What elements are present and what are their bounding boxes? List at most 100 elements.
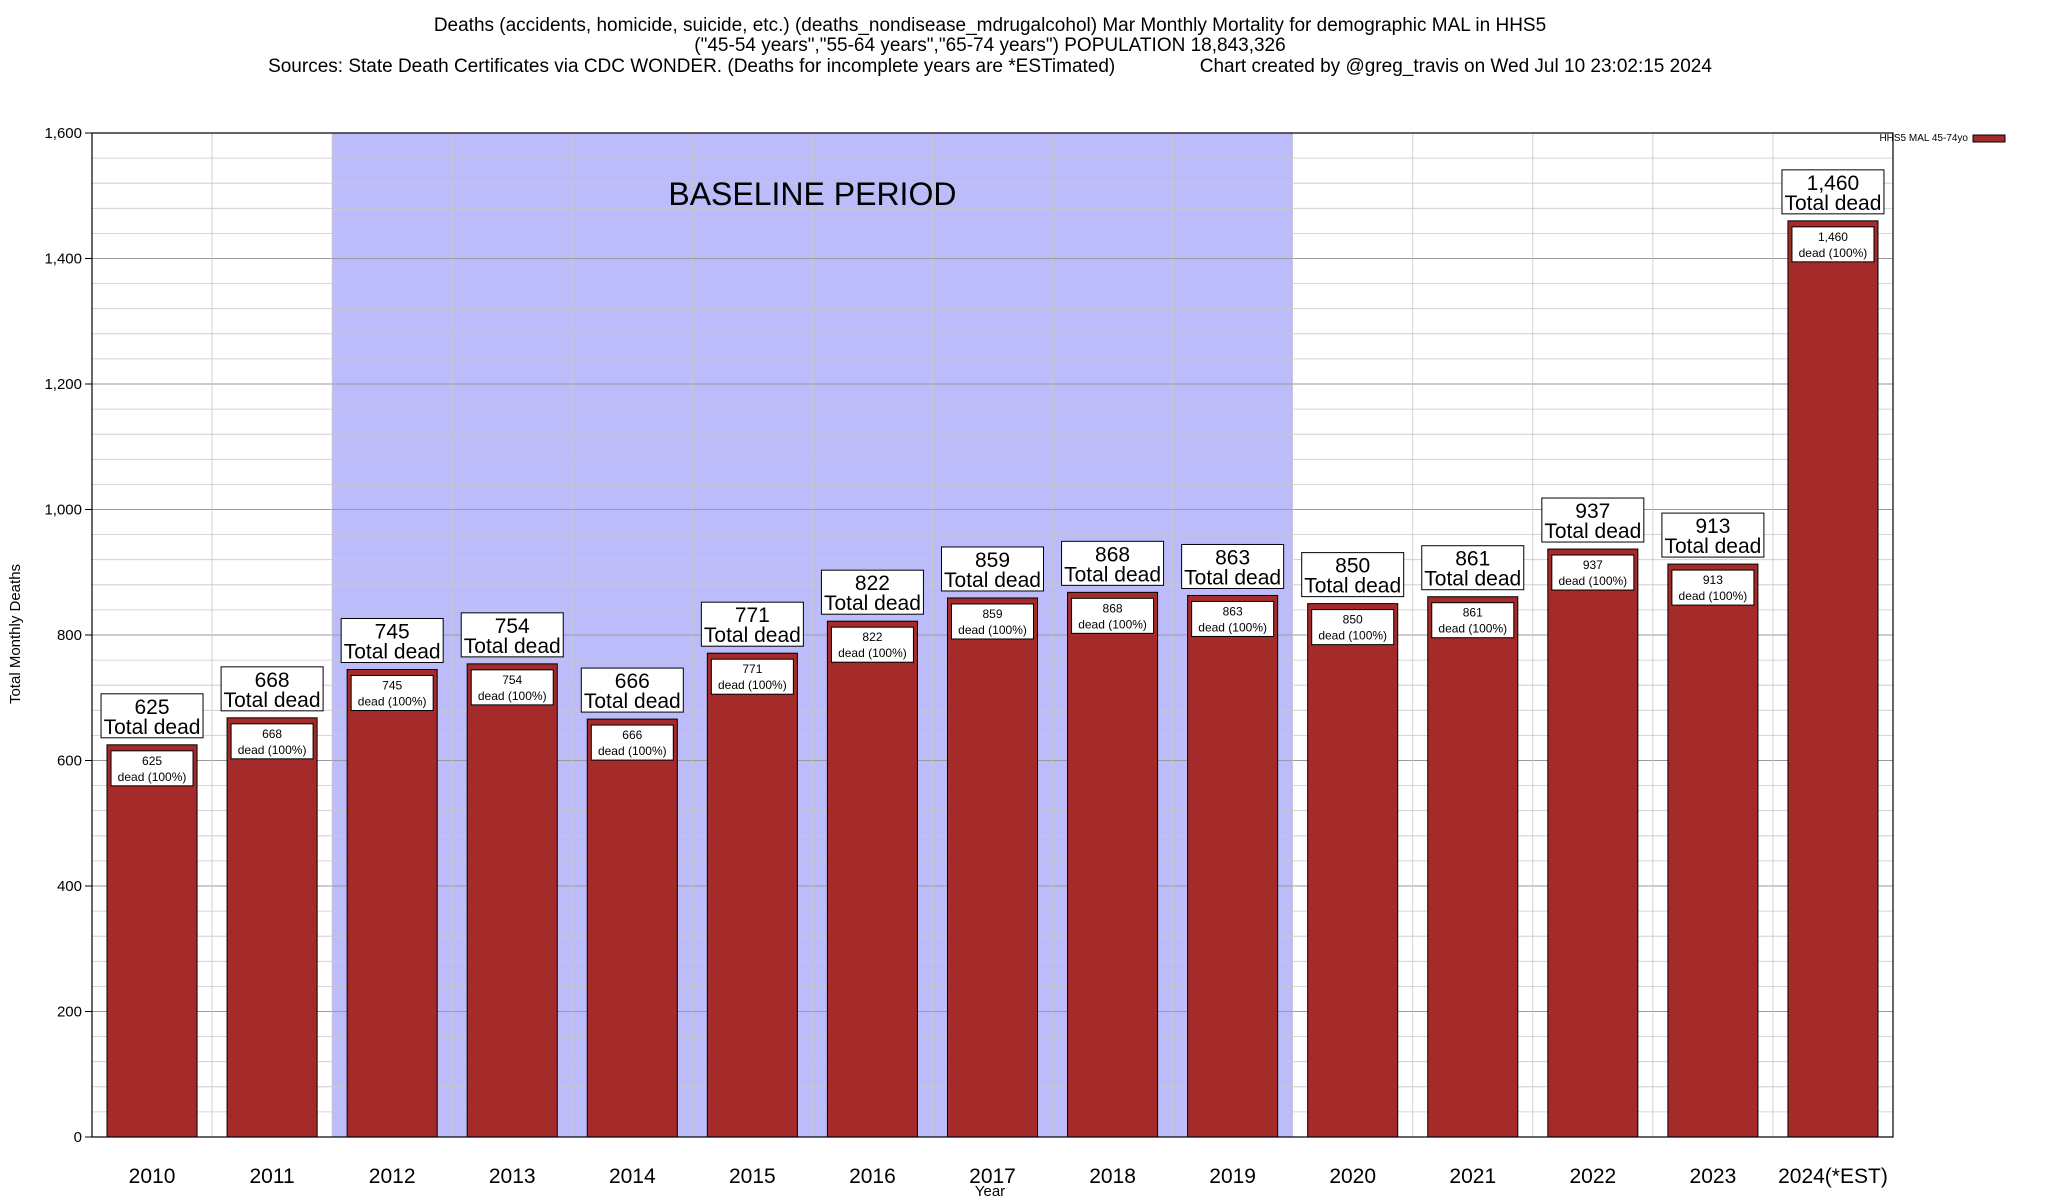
bar <box>1667 563 1759 1138</box>
inner-share-label: dead (100%) <box>598 744 667 758</box>
inner-value-label: 771 <box>742 662 762 676</box>
inner-value-label: 868 <box>1103 601 1123 615</box>
total-label-box <box>1301 552 1405 598</box>
inner-label-box <box>1671 569 1755 606</box>
total-dead-label: Total dead <box>224 689 321 712</box>
total-label-box <box>220 666 324 712</box>
bar <box>1787 220 1879 1138</box>
y-tick-label: 600 <box>57 753 82 770</box>
bar <box>1547 548 1639 1138</box>
x-tick-label: 2019 <box>1209 1165 1256 1188</box>
inner-value-label: 668 <box>262 727 282 741</box>
inner-share-label: dead (100%) <box>1558 574 1627 588</box>
inner-value-label: 625 <box>142 754 162 768</box>
y-tick-label: 1,200 <box>44 376 82 393</box>
total-dead-label: Total dead <box>1064 563 1161 586</box>
x-tick-label: 2024(*EST) <box>1778 1165 1888 1188</box>
inner-label-box <box>350 675 434 712</box>
total-dead-label: Total dead <box>1664 535 1761 558</box>
total-value-label: 666 <box>615 670 650 693</box>
total-label-box <box>460 612 564 658</box>
inner-share-label: dead (100%) <box>1078 617 1147 631</box>
title-line-3: Sources: State Death Certificates via CD… <box>268 56 1712 77</box>
inner-label-box <box>710 658 794 695</box>
legend: HHS5 MAL 45-74yo <box>1879 133 2006 144</box>
x-axis-label: Year <box>975 1183 1005 1200</box>
bar <box>1307 603 1399 1138</box>
total-dead-label: Total dead <box>944 569 1041 592</box>
inner-value-label: 754 <box>502 673 522 687</box>
inner-value-label: 666 <box>622 728 642 742</box>
inner-value-label: 937 <box>1583 558 1603 572</box>
total-label-box <box>1421 545 1525 591</box>
total-dead-label: Total dead <box>704 624 801 647</box>
inner-label-box <box>951 603 1034 640</box>
y-tick-label: 1,400 <box>44 251 82 268</box>
total-label-box <box>1061 540 1165 586</box>
x-tick-label: 2018 <box>1089 1165 1136 1188</box>
inner-value-label: 863 <box>1223 604 1243 618</box>
inner-share-label: dead (100%) <box>118 770 187 784</box>
total-dead-label: Total dead <box>344 641 441 664</box>
y-tick-label: 400 <box>57 878 82 895</box>
total-value-label: 859 <box>975 549 1010 572</box>
inner-label-box <box>1071 597 1155 634</box>
legend-swatch <box>1972 134 2006 143</box>
total-value-label: 868 <box>1095 543 1130 566</box>
inner-label-box <box>1551 554 1635 591</box>
x-tick-label: 2013 <box>489 1165 536 1188</box>
x-tick-label: 2016 <box>849 1165 896 1188</box>
inner-value-label: 861 <box>1463 606 1483 620</box>
inner-value-label: 1,460 <box>1818 230 1848 244</box>
total-value-label: 913 <box>1695 515 1730 538</box>
x-tick-label: 2010 <box>129 1165 176 1188</box>
value-labels: 625 dead (100%) 625 Total dead 668 dead (100%… <box>100 169 1885 787</box>
inner-share-label: dead (100%) <box>718 678 787 692</box>
total-value-label: 861 <box>1455 548 1490 571</box>
inner-share-label: dead (100%) <box>1438 622 1507 636</box>
total-dead-label: Total dead <box>464 635 561 658</box>
inner-share-label: dead (100%) <box>1679 589 1748 603</box>
inner-label-box <box>230 723 314 760</box>
inner-label-box <box>1791 226 1875 263</box>
bar <box>106 744 198 1138</box>
bar <box>826 620 918 1138</box>
inner-value-label: 850 <box>1343 613 1363 627</box>
total-value-label: 1,460 <box>1807 172 1860 195</box>
total-label-box <box>1661 512 1765 558</box>
total-dead-label: Total dead <box>1184 566 1281 589</box>
bar <box>1187 594 1279 1138</box>
inner-share-label: dead (100%) <box>358 695 427 709</box>
x-tick-label: 2022 <box>1569 1165 1616 1188</box>
total-label-box <box>100 693 204 739</box>
total-label-box <box>820 569 924 615</box>
bar <box>586 718 678 1138</box>
inner-share-label: dead (100%) <box>958 623 1027 637</box>
inner-share-label: dead (100%) <box>238 743 307 757</box>
total-label-box <box>1541 497 1645 543</box>
inner-value-label: 822 <box>862 630 882 644</box>
total-value-label: 625 <box>135 696 170 719</box>
inner-label-box <box>830 626 914 663</box>
total-dead-label: Total dead <box>584 690 681 713</box>
y-tick-label: 0 <box>74 1129 82 1146</box>
bar <box>1427 596 1519 1138</box>
y-tick-label: 1,600 <box>44 125 82 142</box>
total-dead-label: Total dead <box>1785 192 1882 215</box>
bar <box>226 717 318 1138</box>
bar <box>946 597 1039 1138</box>
inner-label-box <box>470 669 554 706</box>
x-tick-label: 2020 <box>1329 1165 1376 1188</box>
y-tick-label: 1,000 <box>44 502 82 519</box>
title-line-2: ("45-54 years","55-64 years","65-74 year… <box>694 35 1285 56</box>
total-value-label: 937 <box>1575 500 1610 523</box>
total-dead-label: Total dead <box>1544 520 1641 543</box>
x-tick-label: 2012 <box>369 1165 416 1188</box>
x-axis-ticks: 2010 2011 2012 2013 2014 2015 2016 2017 2018 2019… <box>129 1165 1888 1188</box>
total-label-box <box>1181 543 1285 589</box>
legend-label: HHS5 MAL 45-74yo <box>1879 133 1968 144</box>
total-value-label: 745 <box>375 621 410 644</box>
total-label-box <box>1781 169 1885 215</box>
inner-share-label: dead (100%) <box>1198 620 1267 634</box>
